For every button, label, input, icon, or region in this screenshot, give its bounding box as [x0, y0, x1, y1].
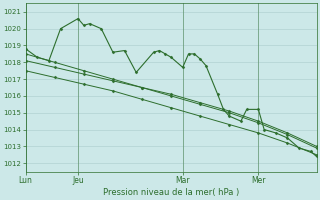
X-axis label: Pression niveau de la mer( hPa ): Pression niveau de la mer( hPa ) — [103, 188, 239, 197]
